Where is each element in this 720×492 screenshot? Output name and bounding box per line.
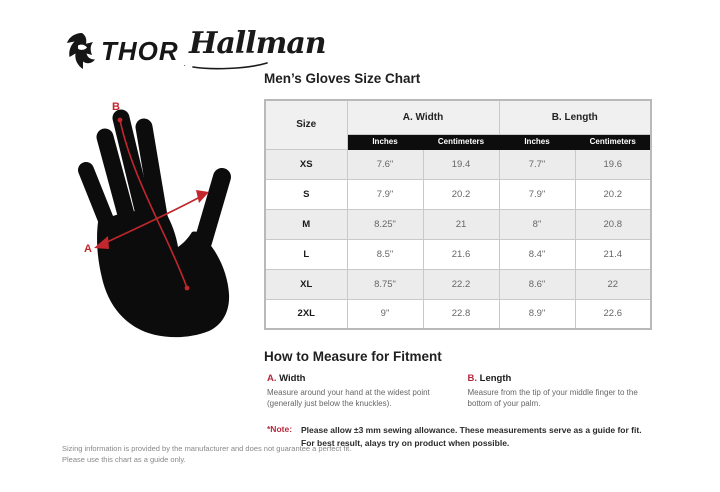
unit-header-centimeters-a: Centimeters <box>422 133 500 150</box>
unit-header-centimeters-b: Centimeters <box>574 133 652 150</box>
col-header-size: Size <box>264 99 348 150</box>
width-inches-cell: 8.75" <box>346 268 424 300</box>
size-table: Size A. Width B. Length Inches Centimete… <box>264 99 652 330</box>
measure-width-title: A. Width <box>267 373 452 384</box>
disclaimer-line-1: Sizing information is provided by the ma… <box>62 444 352 453</box>
disclaimer-line-2: Please use this chart as a guide only. <box>62 454 186 464</box>
table-row-l: L 8.5" 21.6 8.4" 21.4 <box>264 238 652 270</box>
ring-finger <box>96 128 137 231</box>
col-group-length: B. Length <box>498 99 652 135</box>
length-line-b <box>119 119 188 289</box>
width-cm-cell: 22.2 <box>422 268 500 300</box>
measure-columns: A. Width Measure around your hand at the… <box>267 373 652 409</box>
measure-width-text: Measure around your hand at the widest p… <box>267 388 430 409</box>
arrow-a-left <box>94 236 109 249</box>
middle-finger <box>112 109 154 227</box>
note-text: Please allow ±3 mm sewing allowance. The… <box>301 425 642 448</box>
size-cell: XS <box>264 148 348 180</box>
note-label: *Note: <box>267 424 293 435</box>
length-inches-cell: 8.9" <box>498 298 576 330</box>
length-inches-cell: 8" <box>498 208 576 240</box>
width-cm-cell: 21.6 <box>422 238 500 270</box>
width-inches-cell: 8.5" <box>346 238 424 270</box>
index-finger <box>135 118 169 231</box>
size-cell: S <box>264 178 348 210</box>
line-b-top-dot <box>117 117 123 123</box>
length-cm-cell: 22.6 <box>574 298 652 330</box>
width-cm-cell: 19.4 <box>422 148 500 180</box>
width-inches-cell: 9" <box>346 298 424 330</box>
chart-title: Men’s Gloves Size Chart <box>264 71 421 86</box>
glove-measurement-illustration: B A <box>78 101 231 338</box>
measure-length-title: B. Length <box>468 373 653 384</box>
length-inches-cell: 7.9" <box>498 178 576 210</box>
measure-length-word: Length <box>479 373 512 384</box>
measure-width-letter: A. <box>267 373 277 384</box>
measure-length-letter: B. <box>467 373 478 384</box>
hallman-underline-swash <box>192 62 268 70</box>
table-row-s: S 7.9" 20.2 7.9" 20.2 <box>264 178 652 210</box>
table-row-xs: XS 7.6" 19.4 7.7" 19.6 <box>264 148 652 180</box>
width-line-a <box>104 196 201 244</box>
unit-header-inches-a: Inches <box>346 133 424 150</box>
thor-helmet-icon <box>67 33 95 69</box>
length-inches-cell: 8.6" <box>498 268 576 300</box>
size-cell: 2XL <box>264 298 348 330</box>
thumb <box>194 168 231 251</box>
palm <box>97 210 230 338</box>
line-b-bottom-dot <box>184 285 190 291</box>
arrow-a-right <box>196 190 209 203</box>
table-row-2xl: 2XL 9" 22.8 8.9" 22.6 <box>264 298 652 330</box>
length-cm-cell: 22 <box>574 268 652 300</box>
label-b: B <box>112 101 120 113</box>
measure-length-text: Measure from the tip of your middle fing… <box>467 388 638 409</box>
measure-length-column: B. Length Measure from the tip of your m… <box>468 373 653 409</box>
width-inches-cell: 7.6" <box>346 148 424 180</box>
length-inches-cell: 7.7" <box>498 148 576 180</box>
length-cm-cell: 21.4 <box>574 238 652 270</box>
measure-width-column: A. Width Measure around your hand at the… <box>267 373 452 409</box>
thor-wordmark: THOR <box>101 36 179 66</box>
label-a: A <box>84 243 92 255</box>
length-cm-cell: 20.2 <box>574 178 652 210</box>
length-cm-cell: 19.6 <box>574 148 652 180</box>
unit-header-inches-b: Inches <box>498 133 576 150</box>
fitment-note: *Note: Please allow ±3 mm sewing allowan… <box>267 424 652 449</box>
disclaimer: Sizing information is provided by the ma… <box>62 444 351 466</box>
table-row-m: M 8.25" 21 8" 20.8 <box>264 208 652 240</box>
thor-logo: THOR . <box>66 30 186 72</box>
size-cell: XL <box>264 268 348 300</box>
length-cm-cell: 20.8 <box>574 208 652 240</box>
hallman-wordmark: Hallman <box>189 26 327 61</box>
measurement-lines: B A <box>84 101 209 291</box>
size-chart-panel: Men’s Gloves Size Chart Size A. Width B.… <box>264 71 652 449</box>
width-inches-cell: 7.9" <box>346 178 424 210</box>
col-group-width: A. Width <box>346 99 500 135</box>
measure-width-word: Width <box>279 373 306 384</box>
length-inches-cell: 8.4" <box>498 238 576 270</box>
size-cell: L <box>264 238 348 270</box>
width-cm-cell: 20.2 <box>422 178 500 210</box>
measure-heading: How to Measure for Fitment <box>264 349 442 364</box>
width-inches-cell: 8.25" <box>346 208 424 240</box>
table-row-xl: XL 8.75" 22.2 8.6" 22 <box>264 268 652 300</box>
size-cell: M <box>264 208 348 240</box>
width-cm-cell: 21 <box>422 208 500 240</box>
width-cm-cell: 22.8 <box>422 298 500 330</box>
thor-trademark-dot: . <box>183 59 186 68</box>
